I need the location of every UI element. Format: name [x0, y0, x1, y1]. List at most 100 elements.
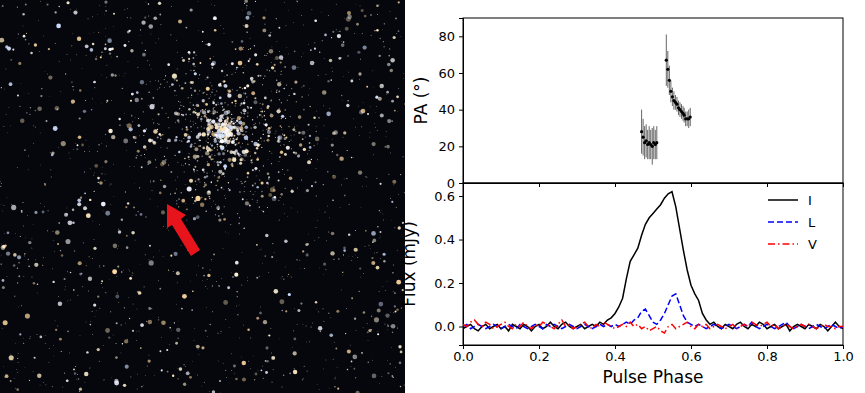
star	[136, 339, 138, 341]
star	[238, 304, 240, 306]
star	[94, 87, 96, 89]
star	[383, 253, 386, 256]
star	[211, 144, 213, 146]
star	[262, 262, 264, 264]
star	[108, 185, 110, 187]
star	[8, 107, 10, 109]
star	[44, 205, 46, 207]
star	[177, 176, 179, 178]
star	[70, 272, 72, 274]
star	[77, 37, 81, 41]
star	[3, 365, 5, 367]
star	[254, 191, 256, 193]
star	[76, 54, 78, 56]
star	[211, 92, 212, 93]
star	[221, 331, 222, 332]
star	[261, 114, 263, 116]
star	[184, 158, 185, 159]
star	[124, 44, 127, 47]
star	[212, 285, 213, 286]
star	[71, 103, 73, 105]
star	[186, 208, 188, 210]
star	[242, 361, 246, 365]
star	[95, 310, 97, 312]
star	[303, 85, 304, 86]
star	[199, 181, 201, 183]
star	[302, 378, 304, 380]
star	[126, 149, 128, 151]
star	[127, 123, 132, 128]
star	[187, 187, 192, 192]
star	[201, 132, 205, 136]
star	[240, 87, 241, 88]
star	[384, 146, 386, 148]
star	[273, 186, 274, 187]
star	[1, 245, 6, 250]
star	[130, 100, 132, 102]
star	[343, 178, 345, 180]
star	[383, 219, 385, 221]
star	[89, 199, 91, 201]
star	[58, 302, 62, 306]
star	[113, 244, 118, 249]
star	[309, 158, 311, 160]
star	[273, 252, 275, 254]
star	[185, 202, 187, 204]
star	[317, 220, 319, 222]
star	[157, 123, 158, 124]
star	[285, 25, 287, 27]
star	[325, 269, 327, 271]
star	[310, 326, 312, 328]
star	[235, 261, 239, 265]
star	[105, 292, 106, 293]
star	[149, 64, 151, 66]
star	[147, 365, 148, 366]
star	[352, 355, 357, 360]
star	[92, 333, 94, 335]
star	[337, 31, 339, 33]
star	[189, 53, 190, 54]
star	[192, 57, 194, 59]
star	[252, 355, 254, 357]
star	[250, 337, 252, 339]
star	[149, 260, 154, 265]
star	[178, 151, 180, 153]
star	[126, 246, 129, 249]
star	[115, 343, 117, 345]
star	[361, 33, 363, 35]
star	[162, 256, 164, 258]
star	[358, 72, 361, 75]
star	[385, 131, 387, 133]
star	[302, 24, 304, 26]
star	[108, 129, 112, 133]
star	[177, 119, 180, 122]
star	[376, 4, 379, 7]
star	[336, 367, 338, 369]
star	[197, 116, 198, 117]
star	[140, 29, 141, 30]
star	[331, 232, 335, 236]
star	[215, 132, 216, 133]
star	[168, 270, 169, 271]
star	[314, 42, 315, 43]
star	[66, 1, 69, 4]
star	[141, 98, 143, 100]
star	[354, 318, 356, 320]
star	[233, 157, 234, 158]
star	[206, 307, 208, 309]
star	[253, 194, 254, 195]
star	[286, 146, 290, 150]
star	[309, 146, 312, 149]
star	[3, 232, 5, 234]
star	[141, 166, 143, 168]
star	[239, 233, 240, 234]
star	[45, 384, 46, 385]
star	[243, 109, 247, 113]
star	[60, 250, 61, 251]
star	[99, 224, 101, 226]
star	[5, 69, 6, 70]
star	[219, 380, 221, 382]
star	[323, 57, 325, 59]
star	[84, 381, 86, 383]
star	[54, 320, 56, 322]
